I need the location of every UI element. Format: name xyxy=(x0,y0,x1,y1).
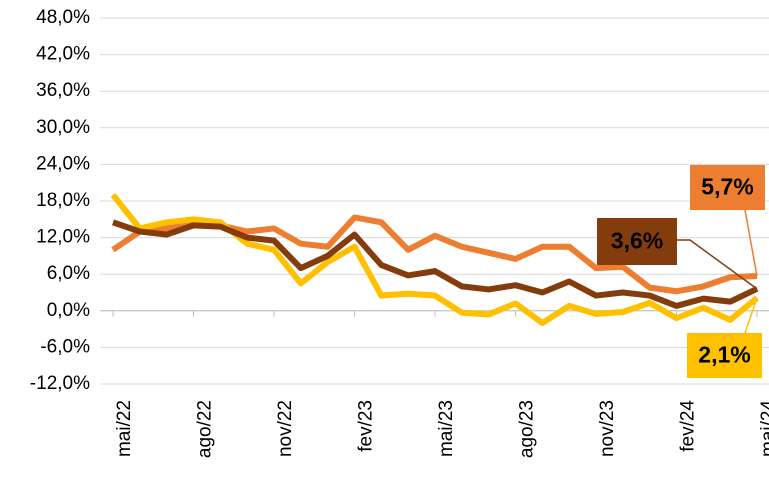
y-tick-label: 30,0% xyxy=(36,117,90,138)
x-tick-label: nov/22 xyxy=(275,400,296,457)
callout-box xyxy=(690,165,765,210)
y-tick-label: 0,0% xyxy=(47,300,90,321)
y-tick-label: 48,0% xyxy=(36,7,90,28)
y-tick-label: -6,0% xyxy=(40,336,90,357)
callout-line xyxy=(744,297,758,334)
callout-box xyxy=(687,333,762,378)
callout-box xyxy=(597,218,677,265)
x-tick-label: ago/23 xyxy=(517,400,538,458)
y-tick-label: -12,0% xyxy=(30,373,90,394)
series-line xyxy=(112,219,759,309)
x-tick-label: ago/22 xyxy=(195,400,216,458)
value-label: 2,1% xyxy=(698,342,750,368)
y-tick-label: 12,0% xyxy=(36,227,90,248)
y-tick-label: 24,0% xyxy=(36,153,90,174)
value-label: 5,7% xyxy=(701,174,753,200)
x-tick-label: mai/23 xyxy=(436,400,457,457)
y-tick-label: 18,0% xyxy=(36,190,90,211)
x-tick-label: mai/22 xyxy=(114,400,135,457)
x-tick-label: nov/23 xyxy=(597,400,618,457)
x-tick-label: mai/24 xyxy=(758,400,769,457)
callout-line xyxy=(744,209,758,277)
callout-line xyxy=(677,239,758,290)
y-tick-label: 6,0% xyxy=(47,263,90,284)
x-tick-label: fev/24 xyxy=(678,400,699,452)
y-tick-label: 42,0% xyxy=(36,44,90,65)
x-tick-label: fev/23 xyxy=(356,400,377,452)
series-line xyxy=(110,193,759,326)
value-label: 3,6% xyxy=(611,228,663,254)
y-tick-label: 36,0% xyxy=(36,80,90,101)
